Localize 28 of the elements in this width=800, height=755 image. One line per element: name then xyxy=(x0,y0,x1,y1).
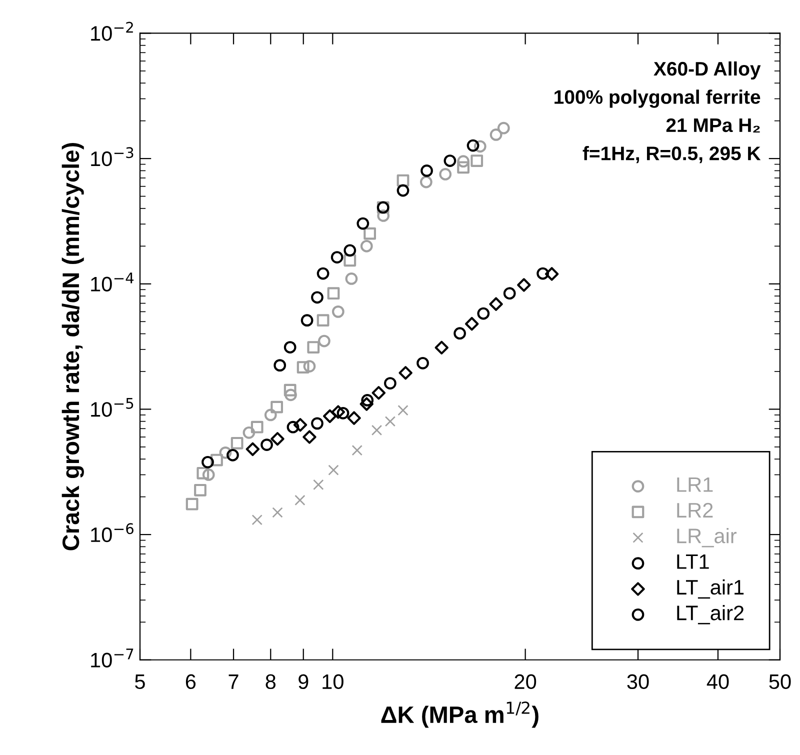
legend-label: LT_air2 xyxy=(677,605,744,624)
x-tick-label: 50 xyxy=(769,674,791,690)
legend-label: LR1 xyxy=(677,477,713,492)
x-tick-label: 9 xyxy=(298,674,308,690)
legend-label: LT_air1 xyxy=(677,579,744,599)
x-axis-title: ΔK (MPa m$^{1/2}$) xyxy=(381,702,538,728)
legend-label: LR2 xyxy=(677,502,713,518)
x-tick-label: 20 xyxy=(514,674,536,690)
y-tick-label: 10$^{−5}$ xyxy=(91,398,134,417)
annotation: f=1Hz, R=0.5, 295 K xyxy=(582,146,761,164)
y-tick-label: 10$^{−2}$ xyxy=(91,22,133,41)
x-tick-label: 30 xyxy=(627,674,649,690)
x-tick-label: 8 xyxy=(266,674,276,690)
legend-label: LT1 xyxy=(677,554,709,569)
annotation: 100% polygonal ferrite xyxy=(554,90,760,108)
y-tick-label: 10$^{−7}$ xyxy=(91,648,134,668)
y-axis-title: Crack growth rate, da/dN (mm/cycle) xyxy=(62,143,84,550)
x-tick-label: 7 xyxy=(228,674,238,689)
x-tick-label: 10 xyxy=(322,674,344,690)
y-tick-label: 10$^{−3}$ xyxy=(91,147,134,166)
x-tick-label: 6 xyxy=(186,674,196,690)
x-tick-label: 5 xyxy=(135,674,145,690)
x-tick-label: 40 xyxy=(706,674,729,690)
annotation: X60-D Alloy xyxy=(654,61,761,80)
legend-label: LR_air xyxy=(677,528,737,548)
annotation: 21 MPa H₂ xyxy=(666,118,760,133)
y-tick-label: 10$^{−6}$ xyxy=(91,523,134,542)
y-tick-label: 10$^{−4}$ xyxy=(91,272,134,292)
